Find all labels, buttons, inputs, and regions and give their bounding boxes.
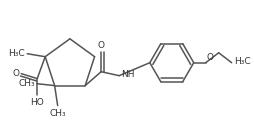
Text: H₃C: H₃C	[9, 49, 25, 58]
Text: O: O	[206, 53, 213, 62]
Text: O: O	[12, 69, 19, 78]
Text: CH₃: CH₃	[49, 108, 66, 117]
Text: H₃C: H₃C	[233, 57, 249, 66]
Text: HO: HO	[30, 98, 44, 107]
Text: O: O	[97, 41, 104, 50]
Text: NH: NH	[121, 70, 134, 79]
Text: CH₃: CH₃	[18, 79, 35, 88]
